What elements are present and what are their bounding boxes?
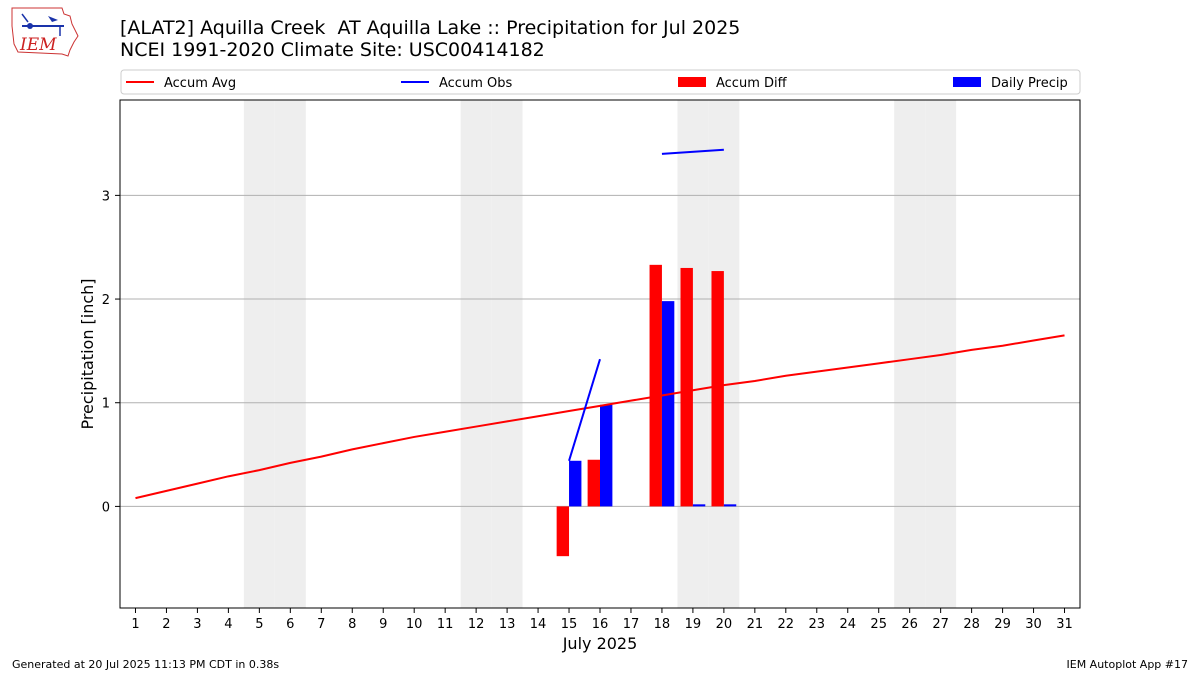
autoplot-app-label: IEM Autoplot App #17 — [1066, 658, 1189, 671]
accum-diff-bar — [556, 506, 570, 557]
x-tick-label: 18 — [654, 617, 671, 632]
legend-accum-avg-label: Accum Avg — [164, 76, 236, 91]
x-tick-label: 24 — [839, 617, 856, 632]
y-tick-label: 0 — [102, 500, 110, 515]
x-tick-label: 13 — [499, 617, 516, 632]
accum-diff-bar — [711, 271, 724, 507]
x-axis-label: July 2025 — [562, 634, 638, 653]
x-tick-label: 21 — [747, 617, 764, 632]
x-tick-label: 8 — [348, 617, 356, 632]
legend-daily-precip-label: Daily Precip — [991, 76, 1068, 91]
x-tick-label: 12 — [468, 617, 485, 632]
x-tick-label: 15 — [561, 617, 578, 632]
legend-daily-precip-swatch — [953, 77, 981, 87]
daily-precip-bar — [723, 504, 737, 507]
x-tick-label: 29 — [994, 617, 1011, 632]
weekend-shade — [460, 100, 492, 608]
accum-obs-line — [568, 358, 601, 462]
x-tick-label: 6 — [286, 617, 294, 632]
x-tick-label: 17 — [623, 617, 640, 632]
x-tick-label: 2 — [162, 617, 170, 632]
svg-text:IEM: IEM — [19, 35, 57, 55]
generated-timestamp: Generated at 20 Jul 2025 11:13 PM CDT in… — [12, 658, 280, 671]
y-tick-label: 3 — [102, 189, 110, 204]
legend-accum-obs-label: Accum Obs — [439, 76, 512, 91]
chart-title: [ALAT2] Aquilla Creek AT Aquilla Lake ::… — [120, 17, 741, 39]
x-tick-label: 11 — [437, 617, 454, 632]
legend-box — [120, 69, 1081, 95]
y-tick-label: 1 — [102, 397, 110, 412]
accum-diff-bar — [649, 264, 662, 507]
y-tick-label: 2 — [102, 293, 110, 308]
accum-diff-bar — [680, 267, 693, 507]
x-tick-label: 1 — [131, 617, 139, 632]
x-tick-label: 31 — [1056, 617, 1073, 632]
daily-precip-bar — [569, 460, 582, 507]
x-tick-label: 3 — [193, 617, 201, 632]
accum-avg-line — [135, 334, 1065, 500]
accum-obs-line — [661, 148, 724, 155]
legend-accum-diff-label: Accum Diff — [716, 76, 788, 91]
x-tick-label: 14 — [530, 617, 547, 632]
x-tick-label: 25 — [870, 617, 887, 632]
accum-diff-bar — [587, 459, 600, 507]
legend-accum-diff-swatch — [678, 77, 706, 87]
y-axis-label: Precipitation [inch] — [78, 278, 97, 429]
x-tick-label: 23 — [809, 617, 826, 632]
x-tick-label: 20 — [716, 617, 733, 632]
x-tick-label: 19 — [685, 617, 702, 632]
x-tick-label: 26 — [901, 617, 918, 632]
weekend-shade — [274, 100, 306, 608]
x-tick-label: 22 — [778, 617, 795, 632]
weekend-shade — [491, 100, 523, 608]
x-tick-label: 4 — [224, 617, 232, 632]
chart-subtitle: NCEI 1991-2020 Climate Site: USC00414182 — [120, 39, 545, 61]
weekend-shade — [243, 100, 275, 608]
x-tick-label: 10 — [406, 617, 423, 632]
x-tick-label: 30 — [1025, 617, 1042, 632]
daily-precip-bar — [692, 504, 706, 507]
iem-logo: IEM — [11, 7, 79, 57]
x-tick-label: 9 — [379, 617, 387, 632]
daily-precip-bar — [661, 301, 675, 507]
x-tick-label: 7 — [317, 617, 325, 632]
weekend-shade — [894, 100, 926, 608]
daily-precip-bar — [600, 404, 613, 507]
x-tick-label: 27 — [932, 617, 949, 632]
x-tick-label: 28 — [963, 617, 980, 632]
x-tick-label: 16 — [592, 617, 609, 632]
x-tick-label: 5 — [255, 617, 263, 632]
